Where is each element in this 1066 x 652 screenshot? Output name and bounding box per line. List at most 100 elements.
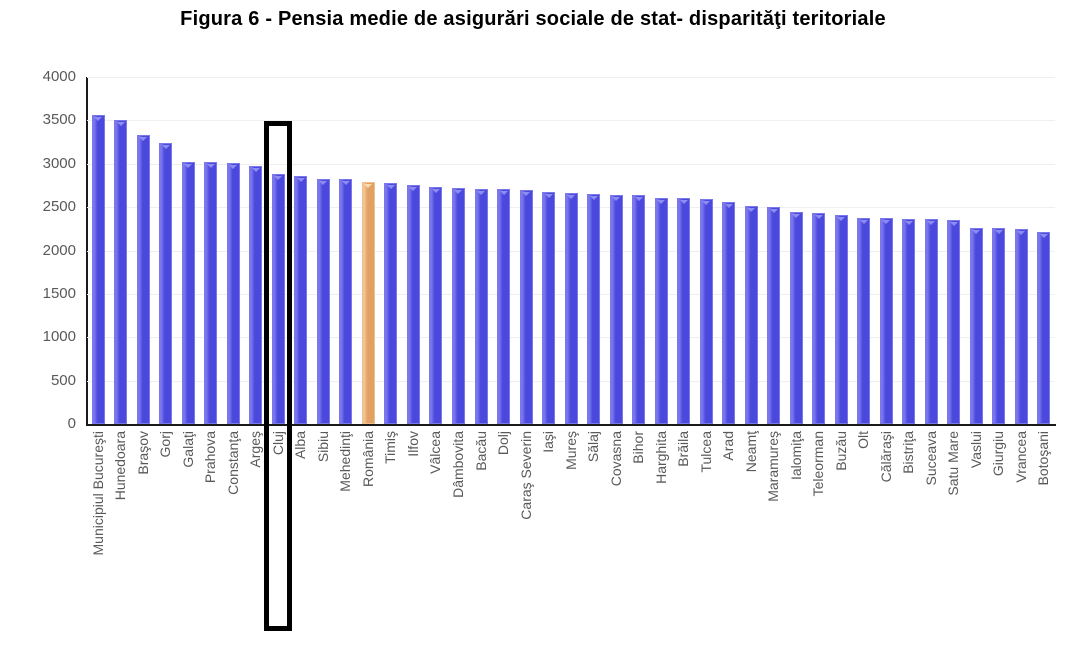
bar-gorj (159, 142, 173, 424)
bar-brasov (136, 135, 150, 424)
bar-cap (251, 167, 260, 172)
xlabel-salaj: Sălaj (585, 431, 601, 463)
xlabel-teleorman: Teleorman (810, 431, 827, 497)
bar-cap (769, 209, 778, 214)
bar-cap (522, 192, 530, 197)
ylabel-3500: 3500 (42, 111, 76, 129)
gridline-3500 (87, 120, 1055, 122)
bar-cap (814, 214, 823, 219)
bar-botosani (1037, 232, 1051, 424)
bar-cap (972, 229, 981, 234)
xlabel-valcea: Vâlcea (427, 431, 444, 474)
bar-cap (1017, 231, 1026, 236)
bar-cap (454, 190, 463, 194)
bar-cap (274, 176, 283, 181)
xlabel-satu-mare: Satu Mare (945, 431, 962, 496)
xlabel-alba: Alba (292, 431, 309, 460)
xlabel-mehedinti: Mehedinţi (337, 431, 354, 492)
ylabel-3000: 3000 (42, 154, 76, 172)
xlabel-iasi: Iaşi (540, 431, 556, 453)
gridline-4000 (87, 77, 1055, 78)
bar-cap (702, 201, 711, 206)
bar-caras-severin (519, 190, 533, 424)
bar-alba (294, 176, 308, 424)
bar-arges (249, 165, 263, 424)
xlabel-timis: Timiş (382, 431, 399, 464)
xlabel-ilfov: Ilfov (404, 431, 421, 457)
bar-covasna (609, 194, 623, 424)
bar-vaslui (969, 227, 983, 424)
bar-cap (612, 196, 620, 201)
xlabel-maramures: Maramureş (765, 431, 782, 502)
xlabel-vrancea: Vrancea (1012, 431, 1029, 483)
bar-cap (229, 164, 238, 169)
xlabel-suceava: Suceava (922, 431, 939, 486)
bar-cap (679, 200, 688, 205)
xlabel-arges: Argeş (247, 431, 264, 468)
bar-neamt (744, 206, 758, 424)
xlabel-giurgiu: Giurgiu (990, 431, 1007, 477)
bar-olt (857, 218, 871, 424)
xlabel-romania: România (359, 431, 376, 488)
bar-cap (161, 144, 170, 149)
bar-romania (361, 182, 375, 424)
bar-cap (747, 208, 756, 213)
bar-cap (94, 116, 103, 121)
xlabel-calarasi: Călăraşi (877, 431, 894, 483)
bar-cap (859, 220, 868, 224)
ylabel-1000: 1000 (42, 328, 76, 346)
bar-cap (882, 220, 891, 225)
xlabel-caras-severin: Caraş Severin (517, 431, 534, 520)
bar-bistrita (902, 218, 916, 424)
bar-bacau (474, 188, 488, 424)
bar-cap (386, 184, 395, 189)
bar-sibiu (316, 178, 330, 424)
y-axis-line (86, 77, 88, 426)
bar-prahova (204, 162, 218, 424)
ylabel-500: 500 (50, 371, 76, 389)
bar-cap (184, 164, 193, 168)
bar-cap (319, 180, 328, 185)
xlabel-olt: Olt (855, 431, 872, 449)
xlabel-bacau: Bacău (472, 431, 489, 471)
bar-galati (181, 162, 195, 424)
xlabel-brasov: Braşov (134, 431, 151, 475)
bar-cap (499, 191, 508, 196)
xlabel-arad: Arad (720, 431, 737, 461)
bar-teleorman (812, 212, 826, 424)
bar-calarasi (879, 218, 893, 424)
bar-cap (792, 213, 801, 218)
bar-suceava (924, 219, 938, 424)
bar-dambovita (451, 188, 465, 424)
bar-cap (837, 216, 846, 221)
x-axis-line (86, 424, 1056, 426)
bar-valcea (429, 187, 443, 424)
xlabel-braila: Brăila (675, 431, 692, 467)
bar-satu-mare (947, 220, 961, 424)
xlabel-sibiu: Sibiu (314, 431, 331, 463)
bar-arad (722, 201, 736, 424)
xlabel-mures: Mureş (562, 431, 579, 470)
bar-constanta (226, 162, 240, 424)
bar-bihor (632, 195, 645, 424)
bar-mehedinti (339, 179, 353, 424)
bar-timis (384, 182, 398, 424)
bar-tulcea (699, 199, 713, 424)
bar-cap (116, 122, 125, 127)
bar-cap (949, 222, 958, 227)
bar-cap (1039, 234, 1048, 239)
bar-cap (139, 137, 148, 142)
bar-maramures (767, 207, 781, 424)
xlabel-covasna: Covasna (607, 431, 624, 487)
bar-cap (589, 196, 598, 201)
bar-harghita (654, 198, 668, 424)
xlabel-neamt: Neamţ (742, 431, 759, 473)
bar-cap (477, 190, 485, 195)
bar-mures (564, 192, 578, 424)
bar-dolj (497, 189, 510, 424)
bar-cap (634, 197, 643, 201)
xlabel-municipiul-bucuresti: Municipiul Bucureşti (89, 431, 106, 556)
cluj-highlight-box (264, 121, 293, 631)
